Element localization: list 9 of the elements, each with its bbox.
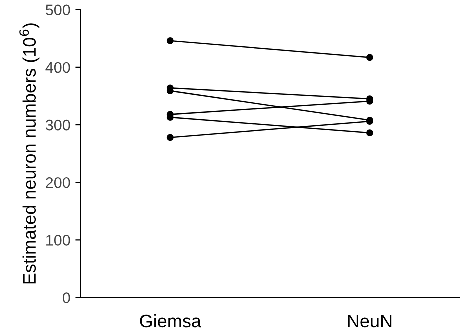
y-axis-title: Estimated neuron numbers (10$^{6}$) bbox=[20, 24, 40, 284]
x-tick-label: Giemsa bbox=[140, 314, 202, 328]
y-tick-label: 200 bbox=[46, 177, 70, 188]
y-tick-label: 400 bbox=[46, 62, 70, 74]
y-tick-label: 0 bbox=[62, 292, 70, 304]
x-tick-label: NeuN bbox=[348, 315, 392, 328]
y-tick-label: 500 bbox=[46, 4, 70, 16]
y-tick-label: 100 bbox=[46, 235, 70, 246]
y-tick-label: 300 bbox=[46, 120, 70, 131]
